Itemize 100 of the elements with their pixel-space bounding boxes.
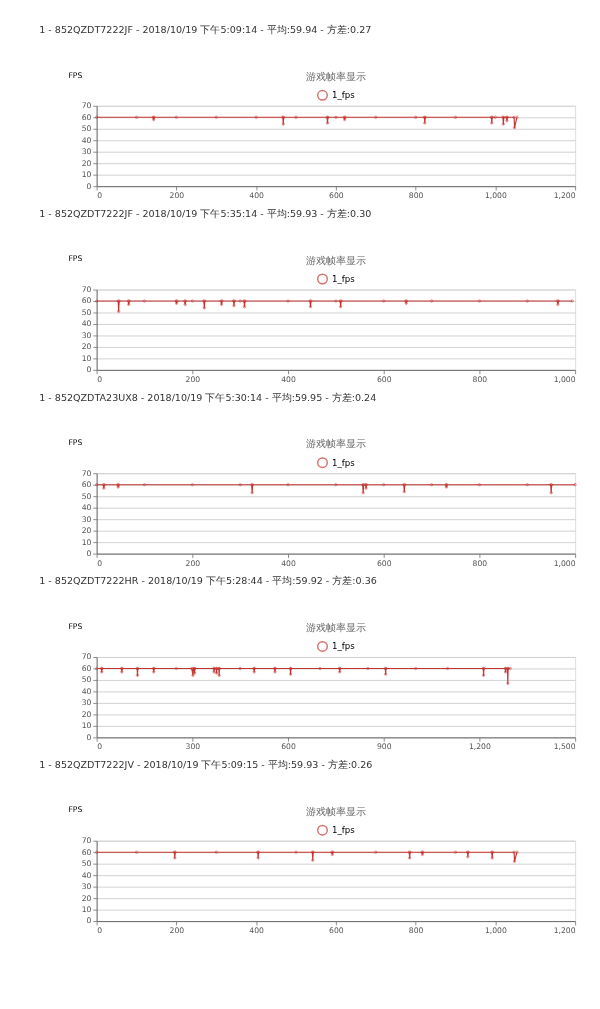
x-tick-label: 600 [376, 558, 392, 568]
y-tick-label: 60 [81, 112, 92, 122]
x-tick-label: 800 [408, 191, 424, 201]
point [556, 302, 560, 307]
point [339, 305, 343, 309]
x-tick-label: 0 [97, 742, 103, 752]
point [250, 491, 254, 495]
chart-title: 游戏帧率显示 [305, 70, 366, 82]
point [374, 850, 378, 854]
point [214, 115, 218, 119]
point [408, 856, 412, 860]
x-tick-label: 900 [376, 742, 392, 752]
point [242, 305, 247, 309]
point [506, 681, 510, 685]
x-tick-label: 1,500 [553, 742, 576, 752]
y-tick-label: 30 [81, 514, 92, 524]
point [142, 299, 147, 303]
y-tick-label: 40 [81, 319, 92, 329]
point [273, 670, 277, 674]
point [120, 670, 124, 674]
point [423, 121, 427, 125]
point [183, 302, 187, 307]
y-tick-label: 60 [81, 847, 92, 857]
chart-subtitle: 1 - 852QZDT7222JV - 2018/10/19 下午5:09:15 - 平均:59.93 - 方差:0.26 [39, 759, 373, 770]
y-tick-label: 50 [81, 675, 92, 685]
point [127, 302, 131, 307]
y-tick-label: 50 [81, 491, 92, 501]
y-tick-label: 50 [81, 307, 92, 317]
point [173, 856, 177, 860]
chart-subtitle: 1 - 852QZDT7222HR - 2018/10/19 下午5:28:44 - 平均:59.92 - 方差:0.36 [39, 575, 377, 587]
x-tick-label: 300 [185, 742, 201, 752]
point [384, 672, 388, 676]
x-tick-label: 200 [185, 558, 201, 568]
x-tick-label: 800 [472, 374, 488, 384]
y-tick-label: 0 [86, 181, 92, 191]
x-tick-label: 0 [97, 374, 103, 384]
y-tick-label: 10 [81, 721, 92, 731]
chart-subtitle: 1 - 852QZDT7222JF - 2018/10/19 下午5:09:14 - 平均:59.94 - 方差:0.27 [39, 24, 372, 36]
point [294, 850, 298, 854]
point [294, 115, 298, 119]
point [308, 305, 313, 309]
x-tick-label: 400 [249, 191, 265, 201]
point [525, 299, 529, 303]
point [490, 856, 494, 860]
legend-label: 1_fps [332, 641, 356, 652]
y-tick-label: 30 [81, 882, 92, 892]
y-tick-label: 60 [81, 480, 92, 490]
point [374, 115, 378, 119]
y-tick-label: 20 [81, 893, 92, 903]
point [445, 666, 450, 671]
point [430, 483, 434, 487]
point [325, 121, 330, 125]
y-tick-label: 70 [81, 652, 92, 662]
point [490, 121, 494, 125]
chart-title: 游戏帧率显示 [305, 805, 366, 817]
y-axis-title: FPS [68, 805, 83, 815]
legend-label: 1_fps [332, 273, 356, 284]
point [238, 299, 242, 303]
point [134, 850, 139, 854]
y-tick-label: 30 [81, 330, 92, 340]
y-tick-label: 40 [81, 135, 92, 145]
x-tick-label: 0 [97, 558, 103, 568]
point [338, 670, 342, 674]
y-tick-label: 30 [81, 147, 92, 157]
point [334, 299, 338, 303]
y-tick-label: 0 [86, 916, 92, 926]
point [477, 483, 481, 487]
point [286, 299, 290, 303]
point [512, 859, 517, 863]
point [311, 858, 315, 862]
y-tick-label: 50 [81, 859, 92, 869]
y-tick-label: 50 [81, 124, 92, 134]
chart-title: 游戏帧率显示 [305, 254, 366, 266]
point [334, 115, 338, 119]
y-axis-title: FPS [68, 254, 83, 264]
point [505, 119, 509, 123]
chart-subtitle: 1 - 852QZDT7222JF - 2018/10/19 下午5:35:14 - 平均:59.93 - 方差:0.30 [39, 207, 372, 219]
chart-subtitle: 1 - 852QZDTA23UX8 - 2018/10/19 下午5:30:14 - 平均:59.95 - 方差:0.24 [39, 391, 377, 403]
point [135, 673, 140, 677]
point [453, 850, 458, 854]
point [477, 299, 481, 303]
x-tick-label: 1,000 [484, 191, 507, 201]
point [402, 490, 406, 494]
point [212, 670, 216, 674]
point [134, 115, 139, 119]
legend-label: 1_fps [332, 457, 356, 468]
x-tick-label: 1,000 [553, 558, 576, 568]
x-tick-label: 800 [472, 558, 488, 568]
y-tick-label: 40 [81, 503, 92, 513]
y-axis-title: FPS [68, 438, 83, 448]
y-tick-label: 0 [86, 732, 92, 742]
y-tick-label: 70 [81, 284, 92, 294]
point [382, 299, 386, 303]
point [281, 122, 285, 126]
point [202, 306, 206, 310]
y-tick-label: 70 [81, 101, 92, 111]
point [254, 115, 258, 119]
x-tick-label: 800 [408, 926, 424, 936]
y-tick-label: 10 [81, 170, 92, 180]
point [512, 126, 517, 130]
